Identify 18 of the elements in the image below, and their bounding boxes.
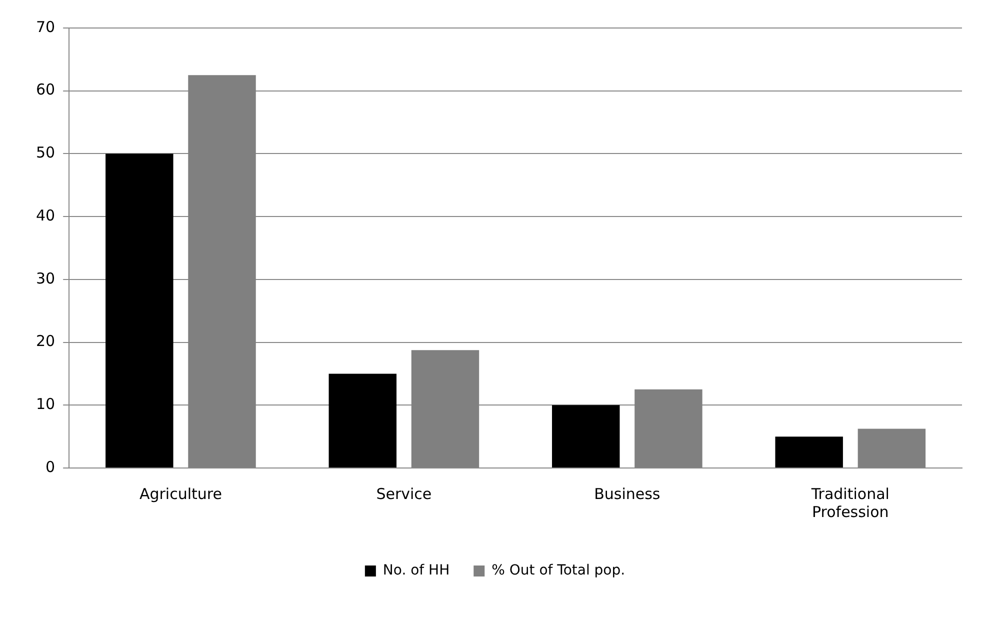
bar [775, 436, 843, 468]
x-tick-label: Service [376, 484, 432, 503]
y-tick-label: 10 [36, 395, 56, 414]
x-tick-label: Traditional Profession [810, 484, 890, 521]
y-tick-label: 30 [36, 269, 56, 288]
x-tick-label: Agriculture [139, 484, 222, 503]
bar [552, 405, 620, 468]
legend-label: % Out of Total pop. [492, 562, 626, 579]
y-tick-label: 50 [36, 144, 56, 162]
y-tick-label: 20 [36, 332, 56, 350]
y-tick-label: 70 [36, 18, 56, 36]
bar [106, 154, 174, 468]
y-tick-label: 60 [36, 80, 56, 99]
legend-label: No. of HH [382, 562, 450, 579]
x-tick-label: Business [594, 484, 660, 503]
bar [328, 374, 396, 468]
y-tick-label: 40 [36, 206, 56, 224]
y-tick-label: 0 [46, 458, 56, 476]
